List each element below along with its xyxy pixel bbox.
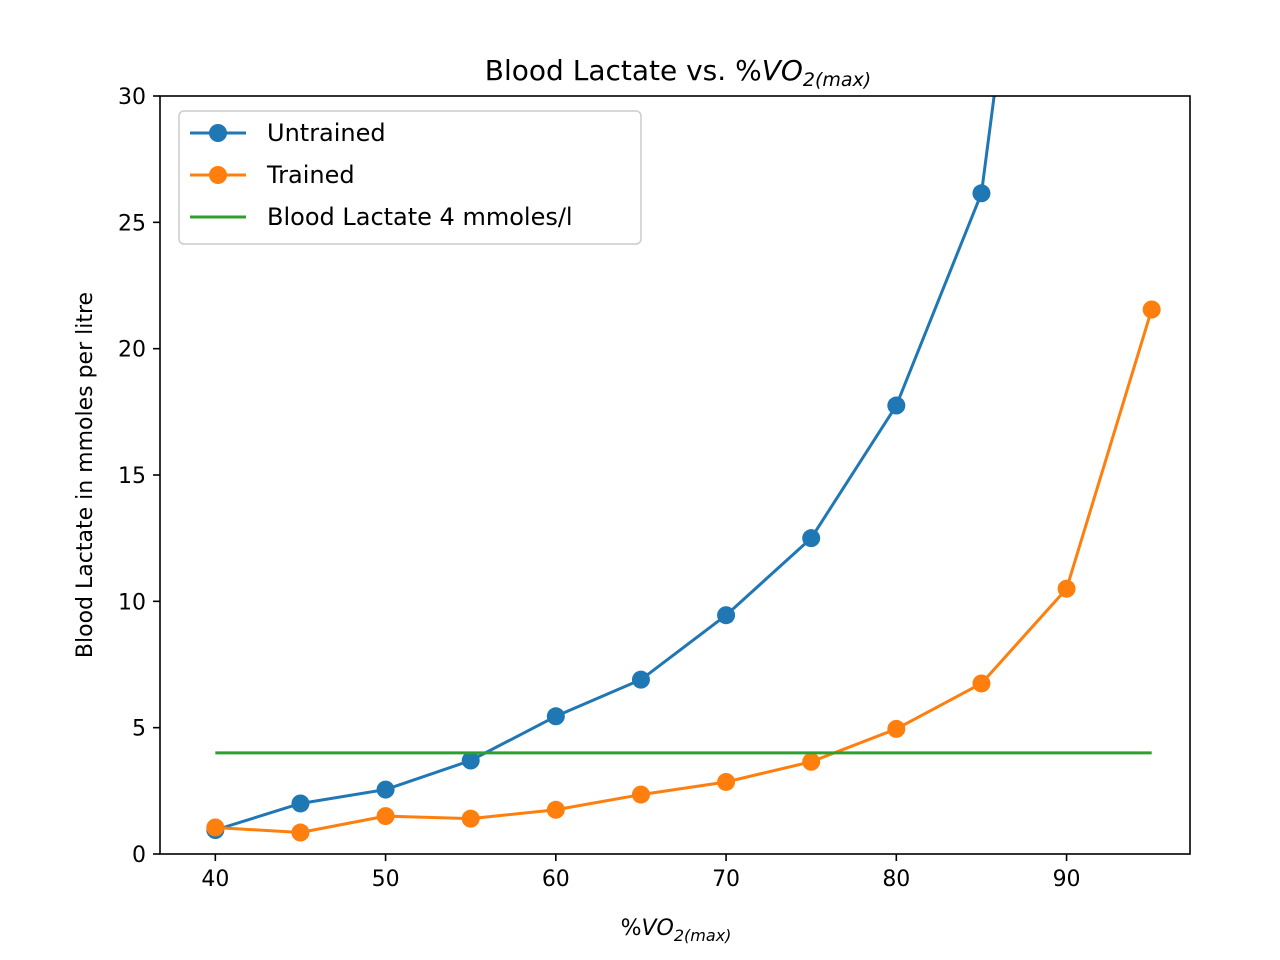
legend: Untrained Trained Blood Lactate 4 mmoles/l (178, 110, 642, 245)
chart-title: Blood Lactate vs. %VO2(max) (485, 54, 871, 91)
x-axis-label: %VO2(max) (621, 916, 732, 945)
y-tick-label: 30 (118, 85, 146, 110)
data-point-untrained (631, 670, 650, 689)
x-tick-label: 70 (712, 867, 740, 892)
x-tick-label: 90 (1053, 867, 1081, 892)
x-tick-label: 50 (372, 867, 400, 892)
data-point-trained (376, 807, 395, 826)
data-point-untrained (972, 184, 991, 203)
data-point-trained (206, 818, 225, 837)
data-point-untrained (291, 794, 310, 813)
data-point-trained (972, 674, 991, 693)
series-line-trained (215, 309, 1154, 835)
data-point-trained (1142, 300, 1161, 319)
data-point-trained (717, 772, 736, 791)
legend-label-trained: Trained (266, 161, 355, 189)
data-point-untrained (802, 529, 821, 548)
data-point-trained (631, 785, 650, 804)
legend-label-untrained: Untrained (267, 119, 386, 147)
data-point-trained (546, 800, 565, 819)
y-tick-label: 0 (132, 843, 146, 868)
y-axis-label: Blood Lactate in mmoles per litre (73, 292, 98, 658)
data-point-trained (1057, 579, 1076, 598)
data-point-trained (802, 752, 821, 771)
data-point-untrained (887, 396, 906, 415)
legend-label-blood-lactate-4-mmoles-l: Blood Lactate 4 mmoles/l (267, 203, 573, 231)
data-point-trained (461, 809, 480, 828)
data-point-trained (887, 719, 906, 738)
y-tick-label: 20 (118, 338, 146, 363)
x-tick-label: 80 (882, 867, 910, 892)
x-tick-label: 60 (542, 867, 570, 892)
legend-box (178, 110, 642, 245)
y-tick-label: 25 (118, 211, 146, 236)
data-point-untrained (376, 780, 395, 799)
x-tick-label: 40 (201, 867, 229, 892)
y-tick-label: 15 (118, 464, 146, 489)
legend-swatch-marker-trained (209, 166, 227, 184)
legend-swatch-marker-untrained (209, 124, 227, 142)
y-tick-label: 10 (118, 590, 146, 615)
data-point-trained (291, 823, 310, 842)
data-point-untrained (461, 751, 480, 770)
data-point-untrained (717, 606, 736, 625)
y-tick-label: 5 (132, 717, 146, 742)
data-point-untrained (546, 707, 565, 726)
